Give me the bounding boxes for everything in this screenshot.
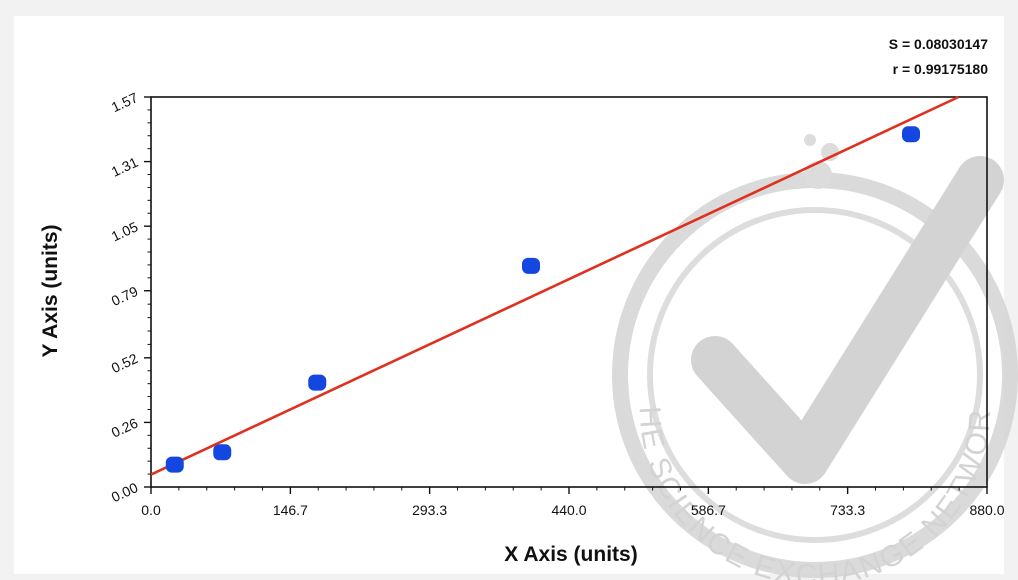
watermark-check-mark xyxy=(691,156,1004,484)
x-tick-label: 880.0 xyxy=(969,502,1004,518)
data-points xyxy=(165,126,920,473)
x-tick-label: 586.7 xyxy=(691,502,726,518)
data-point xyxy=(165,456,184,473)
watermark-bubble-small xyxy=(804,134,816,146)
watermark-bubble-medium xyxy=(821,143,839,161)
data-point xyxy=(902,126,920,143)
x-tick-label: 440.0 xyxy=(551,502,586,518)
watermark-bubble-large xyxy=(804,161,832,189)
y-axis-title: Y Axis (units) xyxy=(39,224,62,357)
data-point xyxy=(522,257,540,274)
watermark-inner-ring xyxy=(647,207,983,543)
data-point xyxy=(213,444,232,461)
data-point xyxy=(308,374,327,391)
chart-background xyxy=(14,16,1004,574)
x-axis-title: X Axis (units) xyxy=(504,543,637,566)
stat-s: S = 0.08030147 xyxy=(889,36,988,52)
x-axis: 0.0 146.7 293.3 440.0 586.7 733.3 880.0 xyxy=(141,487,1005,518)
x-tick-label: 293.3 xyxy=(412,502,447,518)
x-tick-label: 146.7 xyxy=(273,502,308,518)
x-tick-label: 0.0 xyxy=(141,502,161,518)
stat-r: r = 0.99175180 xyxy=(893,61,989,77)
x-tick-label: 733.3 xyxy=(830,502,865,518)
fit-line xyxy=(150,95,960,476)
fit-line-layer xyxy=(150,95,960,476)
